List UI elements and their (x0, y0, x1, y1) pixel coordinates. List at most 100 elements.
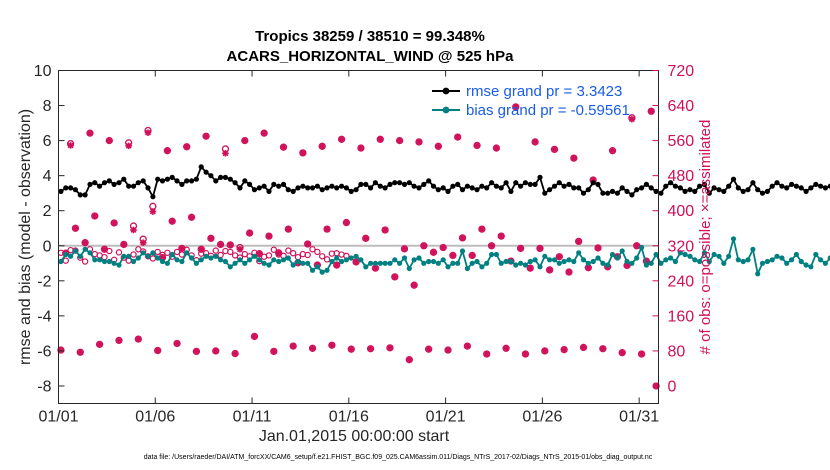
y-tick-label: -4 (37, 308, 51, 325)
bias-point (711, 251, 717, 258)
obs-assimilated-point (352, 258, 360, 266)
bias-point (416, 255, 422, 261)
rmse-point (445, 188, 451, 194)
rmse-point (493, 183, 499, 189)
rmse-point (798, 185, 804, 191)
obs-assimilated-point (560, 346, 568, 353)
bias-point (513, 262, 519, 268)
rmse-point (372, 180, 378, 186)
bias-point (493, 251, 499, 258)
obs-assimilated-point (551, 146, 558, 153)
bias-point (498, 260, 504, 266)
obs-assimilated-point (101, 245, 108, 253)
bias-point (329, 258, 335, 265)
bias-point (793, 251, 800, 258)
obs-assimilated-point (212, 347, 220, 355)
rmse-point (547, 187, 553, 193)
rmse-point (687, 187, 693, 193)
rmse-point (813, 181, 819, 187)
rmse-point (368, 185, 374, 191)
bias-point (411, 257, 417, 263)
rmse-point (68, 185, 74, 191)
x-tick-label: 01/21 (426, 409, 466, 426)
bias-point (174, 257, 180, 263)
rmse-point (711, 185, 717, 191)
bias-point (58, 258, 64, 265)
rmse-point (697, 183, 703, 189)
obs-assimilated-point (386, 344, 394, 352)
obs-assimilated-point (120, 241, 128, 248)
rmse-point (334, 185, 340, 191)
rmse-point (508, 188, 514, 194)
bias-point (280, 257, 287, 263)
rmse-point (808, 185, 814, 191)
rmse-point (363, 181, 369, 187)
rmse-point (566, 181, 572, 187)
bias-point (319, 269, 325, 275)
rmse-point (256, 185, 262, 191)
y-tick-label: -6 (37, 343, 51, 360)
rmse-point (643, 181, 650, 187)
rmse-point (532, 181, 538, 187)
bias-point (619, 248, 625, 254)
rmse-point (440, 185, 446, 191)
obs-assimilated-point (633, 242, 641, 250)
obs-assimilated-point (86, 129, 94, 137)
rmse-point (300, 183, 306, 189)
obs-assimilated-point (251, 333, 258, 340)
bias-point (130, 258, 137, 265)
y2-tick-label: 160 (668, 308, 695, 325)
rmse-point (474, 187, 480, 193)
y2-tick-label: 720 (668, 63, 695, 80)
bias-point (198, 257, 204, 263)
rmse-point (489, 180, 495, 186)
rmse-point (648, 185, 654, 191)
bias-point (455, 260, 461, 266)
rmse-point (237, 185, 243, 191)
legend-bias-label: bias grand pr = -0.59561 (466, 102, 630, 119)
bias-point (556, 260, 562, 266)
bias-point (135, 255, 141, 261)
obs-assimilated-point (410, 281, 418, 289)
obs-assimilated-point (565, 268, 573, 276)
y2-axis-label: # of obs: o=possible; ×=assimilated (697, 120, 714, 355)
bias-point (97, 257, 103, 263)
obs-assimilated-point (594, 244, 602, 252)
rmse-point (198, 164, 204, 170)
obs-assimilated-point (415, 138, 423, 146)
rmse-point (150, 194, 156, 200)
rmse-point (271, 181, 277, 187)
obs-assimilated-point (188, 213, 195, 221)
rmse-point (750, 180, 756, 186)
bias-point (159, 258, 166, 265)
bias-point (285, 255, 291, 261)
bias-point (484, 260, 490, 266)
rmse-point (377, 183, 383, 189)
y-axis-label: rmse and bias (model - observation) (17, 109, 34, 365)
bias-point (140, 250, 146, 256)
rmse-point (280, 181, 287, 187)
obs-assimilated-point (202, 132, 210, 140)
y-tick-label: 2 (43, 203, 52, 220)
obs-possible-point (314, 248, 321, 256)
y2-tick-label: 0 (668, 378, 677, 395)
rmse-point (63, 185, 69, 191)
bias-point (121, 253, 127, 259)
obs-assimilated-point (154, 347, 161, 354)
bias-point (639, 244, 645, 251)
rmse-point (518, 183, 524, 189)
bias-point (227, 264, 233, 270)
bias-point (397, 260, 403, 266)
obs-assimilated-point (328, 341, 336, 349)
bias-point (677, 250, 683, 256)
bias-point (653, 251, 659, 258)
bias-point (256, 257, 262, 263)
rmse-point (716, 187, 722, 193)
obs-possible-point (319, 253, 326, 260)
rmse-point (576, 185, 582, 191)
plot-frame (58, 70, 659, 404)
obs-assimilated-point (285, 225, 292, 233)
chart-subtitle: ACARS_HORIZONTAL_WIND @ 525 hPa (227, 48, 515, 65)
y2-tick-label: 240 (668, 273, 695, 290)
